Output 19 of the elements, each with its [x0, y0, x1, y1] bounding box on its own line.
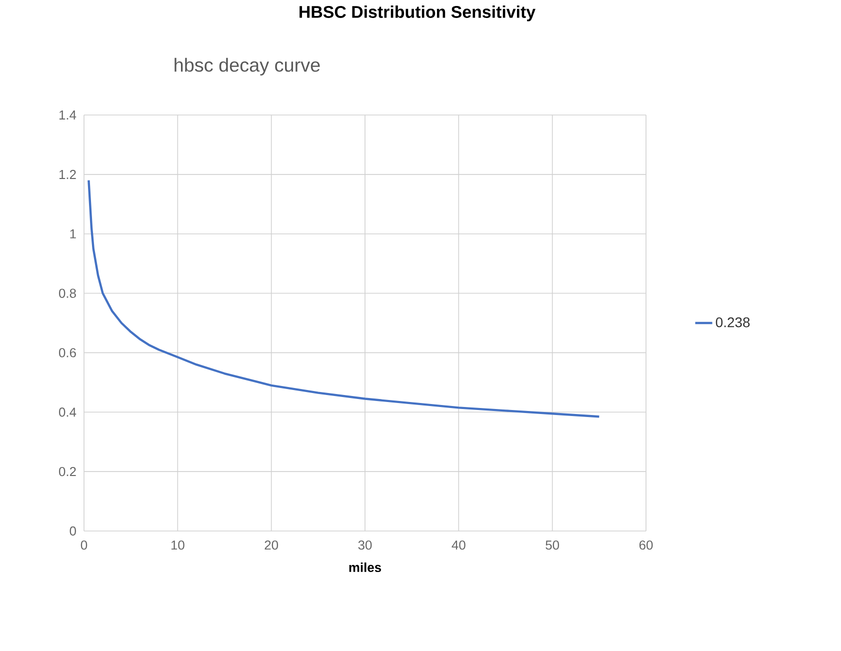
text: HBSC Distribution Sensitivity: [300, 6, 536, 22]
y-tick-label: 0.8: [58, 288, 76, 298]
chart-title: hbsc decay curve: [174, 58, 320, 76]
y-tick-label: 0: [70, 526, 76, 536]
y-tick-label: 0.4: [58, 408, 76, 417]
x-tick-label: 40: [452, 540, 466, 550]
y-tick-label: 1.4: [59, 110, 76, 120]
x-tick-label: 30: [358, 540, 372, 550]
x-tick-label: 50: [546, 540, 560, 550]
x-tick-label: 60: [639, 540, 653, 550]
y-tick-label: 0.2: [58, 466, 76, 476]
x-tick-label: 0: [80, 540, 88, 550]
legend-label: 0.238: [716, 317, 750, 328]
x-tick-label: 10: [171, 540, 184, 550]
x-axis-title: miles: [349, 562, 382, 572]
y-tick-label: 0.6: [58, 348, 76, 358]
y-tick-label: 1: [70, 229, 76, 238]
x-tick-label: 20: [264, 540, 278, 550]
y-tick-label: 1.2: [59, 170, 76, 179]
